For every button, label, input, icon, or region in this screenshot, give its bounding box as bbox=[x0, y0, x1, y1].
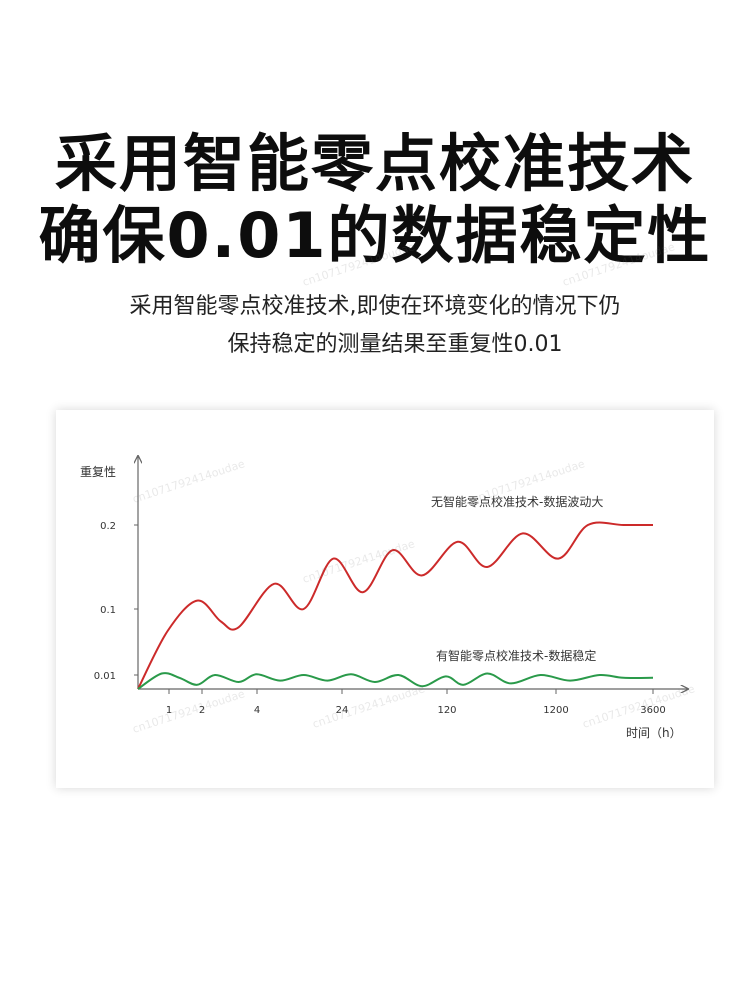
x-tick-label: 24 bbox=[336, 705, 349, 716]
repeatability-chart: 重复性 时间（h） 0.010.10.2 1 2 4 24 120 1200 3600 无智… bbox=[80, 410, 714, 740]
y-axis-label: 重复性 bbox=[80, 465, 116, 479]
y-tick-label: 0.1 bbox=[100, 605, 116, 616]
y-tick-label: 0.01 bbox=[94, 671, 116, 682]
x-tick-label: 1 bbox=[166, 705, 172, 716]
series-line-no-calibration bbox=[137, 521, 653, 690]
headline-line-2: 确保0.01的数据稳定性 bbox=[38, 199, 712, 272]
headline-line-1: 采用智能零点校准技术 bbox=[54, 127, 695, 200]
series-line-with-calibration bbox=[137, 672, 654, 690]
y-ticks: 0.01 0.1 0.2 bbox=[94, 521, 138, 682]
x-tick-label: 120 bbox=[437, 705, 456, 716]
series-label-no-calibration: 无智能零点校准技术-数据波动大 bbox=[431, 494, 603, 509]
x-tick-label: 4 bbox=[254, 705, 260, 716]
x-ticks: 1 2 4 24 120 1200 3600 bbox=[166, 689, 666, 716]
x-axis-label: 时间（h） bbox=[626, 726, 682, 740]
subtitle-line-2: 保持稳定的测量结果至重复性0.01 bbox=[227, 332, 563, 357]
series-lines bbox=[137, 521, 654, 690]
x-tick-label: 2 bbox=[199, 705, 205, 716]
y-tick-label: 0.2 bbox=[100, 521, 116, 532]
x-tick-label: 1200 bbox=[543, 705, 568, 716]
x-tick-label: 3600 bbox=[640, 705, 665, 716]
chart-card: 重复性 时间（h） 0.01 0.1 0.2 1 2 4 24 120 1200 3600 无智… bbox=[56, 410, 714, 788]
subtitle-line-1: 采用智能零点校准技术,即使在环境变化的情况下仍 bbox=[129, 294, 621, 319]
series-label-with-calibration: 有智能零点校准技术-数据稳定 bbox=[436, 648, 596, 663]
